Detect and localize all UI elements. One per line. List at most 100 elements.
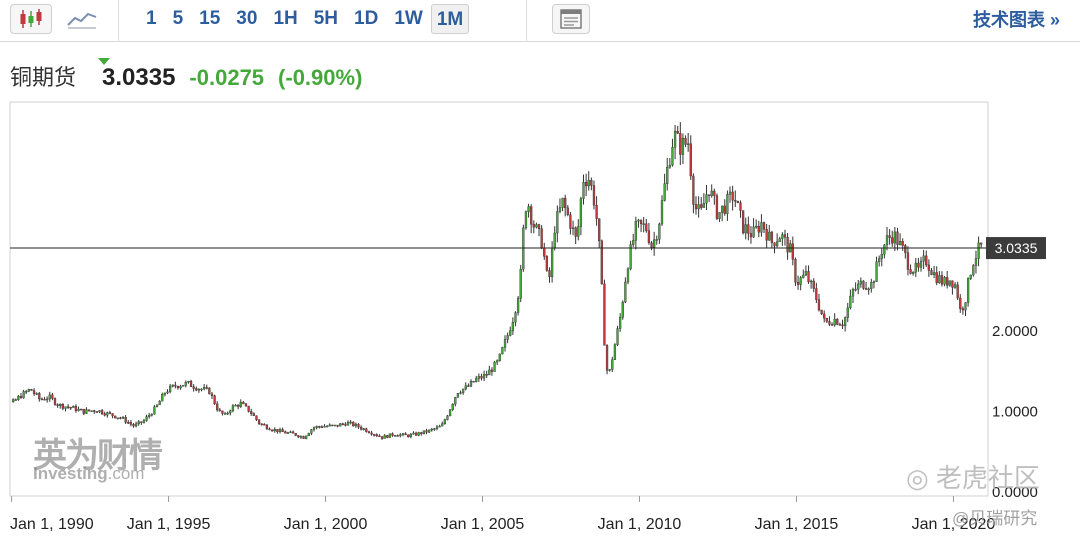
candle-body [896,231,899,245]
candle [577,219,580,241]
candle-body [302,436,305,439]
candle [396,434,399,437]
candle-body [556,211,559,234]
candle-body [137,421,140,425]
candle-body [103,413,106,416]
candle-body [496,360,499,363]
candle [582,174,585,205]
candle [618,313,622,332]
candle-body [352,421,355,427]
technical-chart-link[interactable]: 技术图表 » [972,10,1060,30]
candle [898,233,902,246]
candle-body [482,374,486,379]
candle [849,289,852,310]
candle-body [629,244,632,270]
interval-button-1m[interactable]: 1M [430,4,470,34]
candlestick-button[interactable] [10,4,52,34]
candle [666,157,669,191]
candle [817,293,821,312]
candle [168,383,172,394]
candle [755,219,758,229]
candle-body [344,423,347,426]
x-tick-label: Jan 1, 1990 [10,516,94,533]
candle [158,400,161,406]
candle-body [488,369,491,376]
candle [218,407,221,412]
interval-button-5[interactable]: 5 [172,8,184,29]
candle [90,410,93,412]
candle-body [333,424,337,427]
interval-button-1w[interactable]: 1W [394,8,423,29]
candle-body [373,434,376,436]
candle-body [519,268,522,299]
candle-body [35,393,38,395]
candle-body [501,347,504,355]
candle-body [325,425,329,428]
candle-body [755,225,758,228]
candle [307,432,310,437]
x-tick-label: Jan 1, 2000 [284,516,368,533]
candle [844,316,847,332]
interval-button-1d[interactable]: 1D [354,8,379,29]
candle-body [391,433,394,436]
candle [367,430,371,434]
interval-button-15[interactable]: 15 [199,8,221,29]
candle [841,319,844,329]
candle-body [250,411,253,414]
candle-body [919,260,923,268]
candle-body [830,324,834,326]
candle-body [530,206,533,225]
candle [605,344,609,375]
candle [328,423,331,427]
candle-body [456,392,460,398]
news-panel-button[interactable] [552,4,590,34]
candle [906,246,910,276]
interval-button-30[interactable]: 30 [236,8,258,29]
interval-button-5h[interactable]: 5H [313,8,339,29]
candle-body [32,390,36,394]
interval-button-1h[interactable]: 1H [273,8,298,29]
last-price: 3.0335 [102,64,176,91]
candle [333,424,337,427]
candle [930,268,933,276]
candle [451,403,454,412]
candle [857,279,860,295]
candle-body [741,210,745,234]
candle [490,367,494,376]
candle-body [980,242,983,245]
candle-body [650,242,653,248]
candle-body [182,385,185,387]
candle [53,397,57,406]
candle [561,197,564,212]
candle-body [744,224,747,234]
interval-button-1[interactable]: 1 [146,8,157,29]
candle [896,227,899,251]
candle-body [166,391,169,394]
line-chart-button[interactable] [62,4,102,34]
candle [715,193,719,221]
candle-body [666,166,669,184]
candle-body [268,428,271,431]
candle [263,423,266,426]
candle [383,434,386,439]
candle-body [93,410,96,412]
candle [401,433,405,437]
candle-body [626,268,630,283]
candle-body [731,191,734,201]
candle-body [587,180,590,187]
candle [859,277,862,288]
candle-body [681,137,685,155]
candle [770,230,774,249]
candle [399,433,402,438]
y-tick-label: 1.0000 [992,404,1038,421]
candle-body [817,299,821,311]
candle-body [930,270,933,275]
candle-body [216,403,219,411]
candle [851,287,855,304]
candle-body [739,202,742,211]
x-axis: Jan 1, 1990 Jan 1, 1995 Jan 1, 2000 Jan 1, … [10,496,995,533]
candle-body [854,288,857,291]
candle [273,427,276,433]
candle-body [462,388,465,393]
